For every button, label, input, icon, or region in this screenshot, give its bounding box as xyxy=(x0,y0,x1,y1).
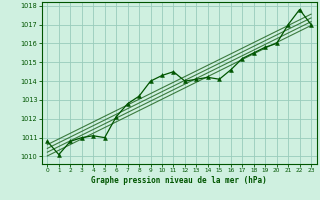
X-axis label: Graphe pression niveau de la mer (hPa): Graphe pression niveau de la mer (hPa) xyxy=(91,176,267,185)
